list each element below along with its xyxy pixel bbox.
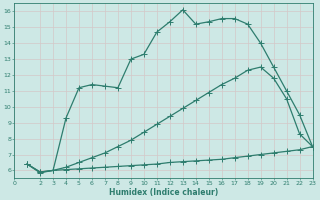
X-axis label: Humidex (Indice chaleur): Humidex (Indice chaleur)	[109, 188, 218, 197]
